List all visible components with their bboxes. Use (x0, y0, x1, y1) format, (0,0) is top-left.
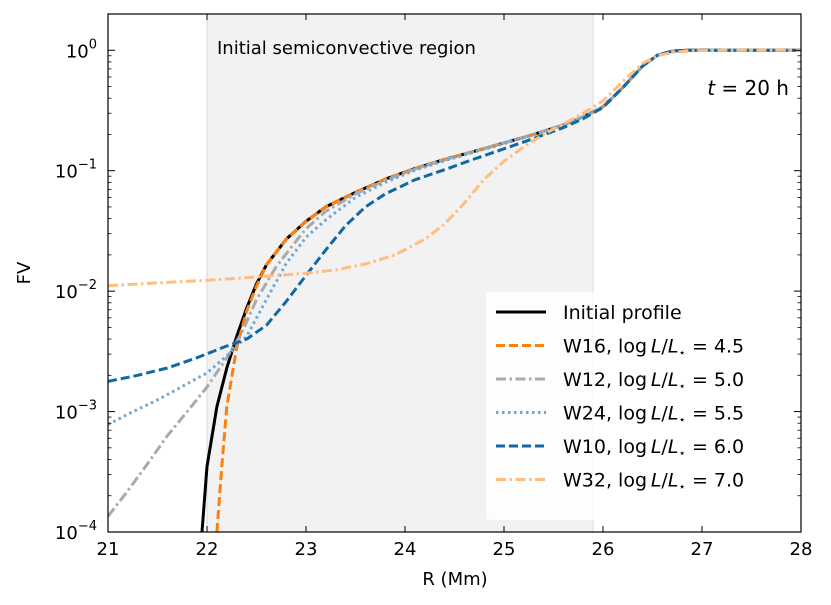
y-tick-label: 100 (66, 37, 97, 62)
y-tick-label: 10−1 (55, 158, 97, 183)
time-value: = 20 h (715, 76, 789, 100)
x-tick-label: 22 (196, 539, 219, 560)
legend: Initial profile W16, log L/L⋆ = 4.5 W12, l… (486, 292, 792, 520)
y-tick-label: 10−4 (55, 519, 97, 544)
legend-entry-label: W32, log L/L⋆ = 7.0 (563, 470, 744, 494)
x-tick-label: 27 (691, 539, 714, 560)
time-variable: t (707, 76, 716, 100)
x-tick-label: 21 (97, 539, 120, 560)
x-tick-label: 24 (394, 539, 417, 560)
plot-frame (107, 13, 802, 533)
series-line-3 (108, 48, 801, 518)
series-line-6 (108, 48, 801, 288)
y-tick-label: 10−3 (55, 399, 97, 424)
semiconvective-region-label: Initial semiconvective region (217, 38, 476, 59)
series-layer (108, 48, 801, 532)
y-tick-label: 10−2 (55, 278, 97, 303)
series-line-5 (108, 48, 801, 383)
legend-entry-label: W24, log L/L⋆ = 5.5 (563, 403, 744, 427)
y-axis-label: FV (14, 261, 35, 284)
x-tick-label: 23 (295, 539, 318, 560)
legend-entry-label: W12, log L/L⋆ = 5.0 (563, 369, 744, 393)
axis-ticks: 21 22 23 24 25 26 27 28 100 10−1 10−2 10−3 10−4 (55, 14, 813, 560)
legend-box (486, 292, 792, 520)
legend-entry-label: W16, log L/L⋆ = 4.5 (563, 336, 744, 360)
x-tick-label: 28 (790, 539, 813, 560)
x-tick-label: 26 (592, 539, 615, 560)
legend-entry-label: Initial profile (563, 302, 682, 324)
time-annotation: t = 20 h (707, 76, 789, 100)
x-axis-label: R (Mm) (422, 569, 487, 590)
x-tick-label: 25 (493, 539, 516, 560)
legend-entry-label: W10, log L/L⋆ = 6.0 (563, 436, 744, 460)
